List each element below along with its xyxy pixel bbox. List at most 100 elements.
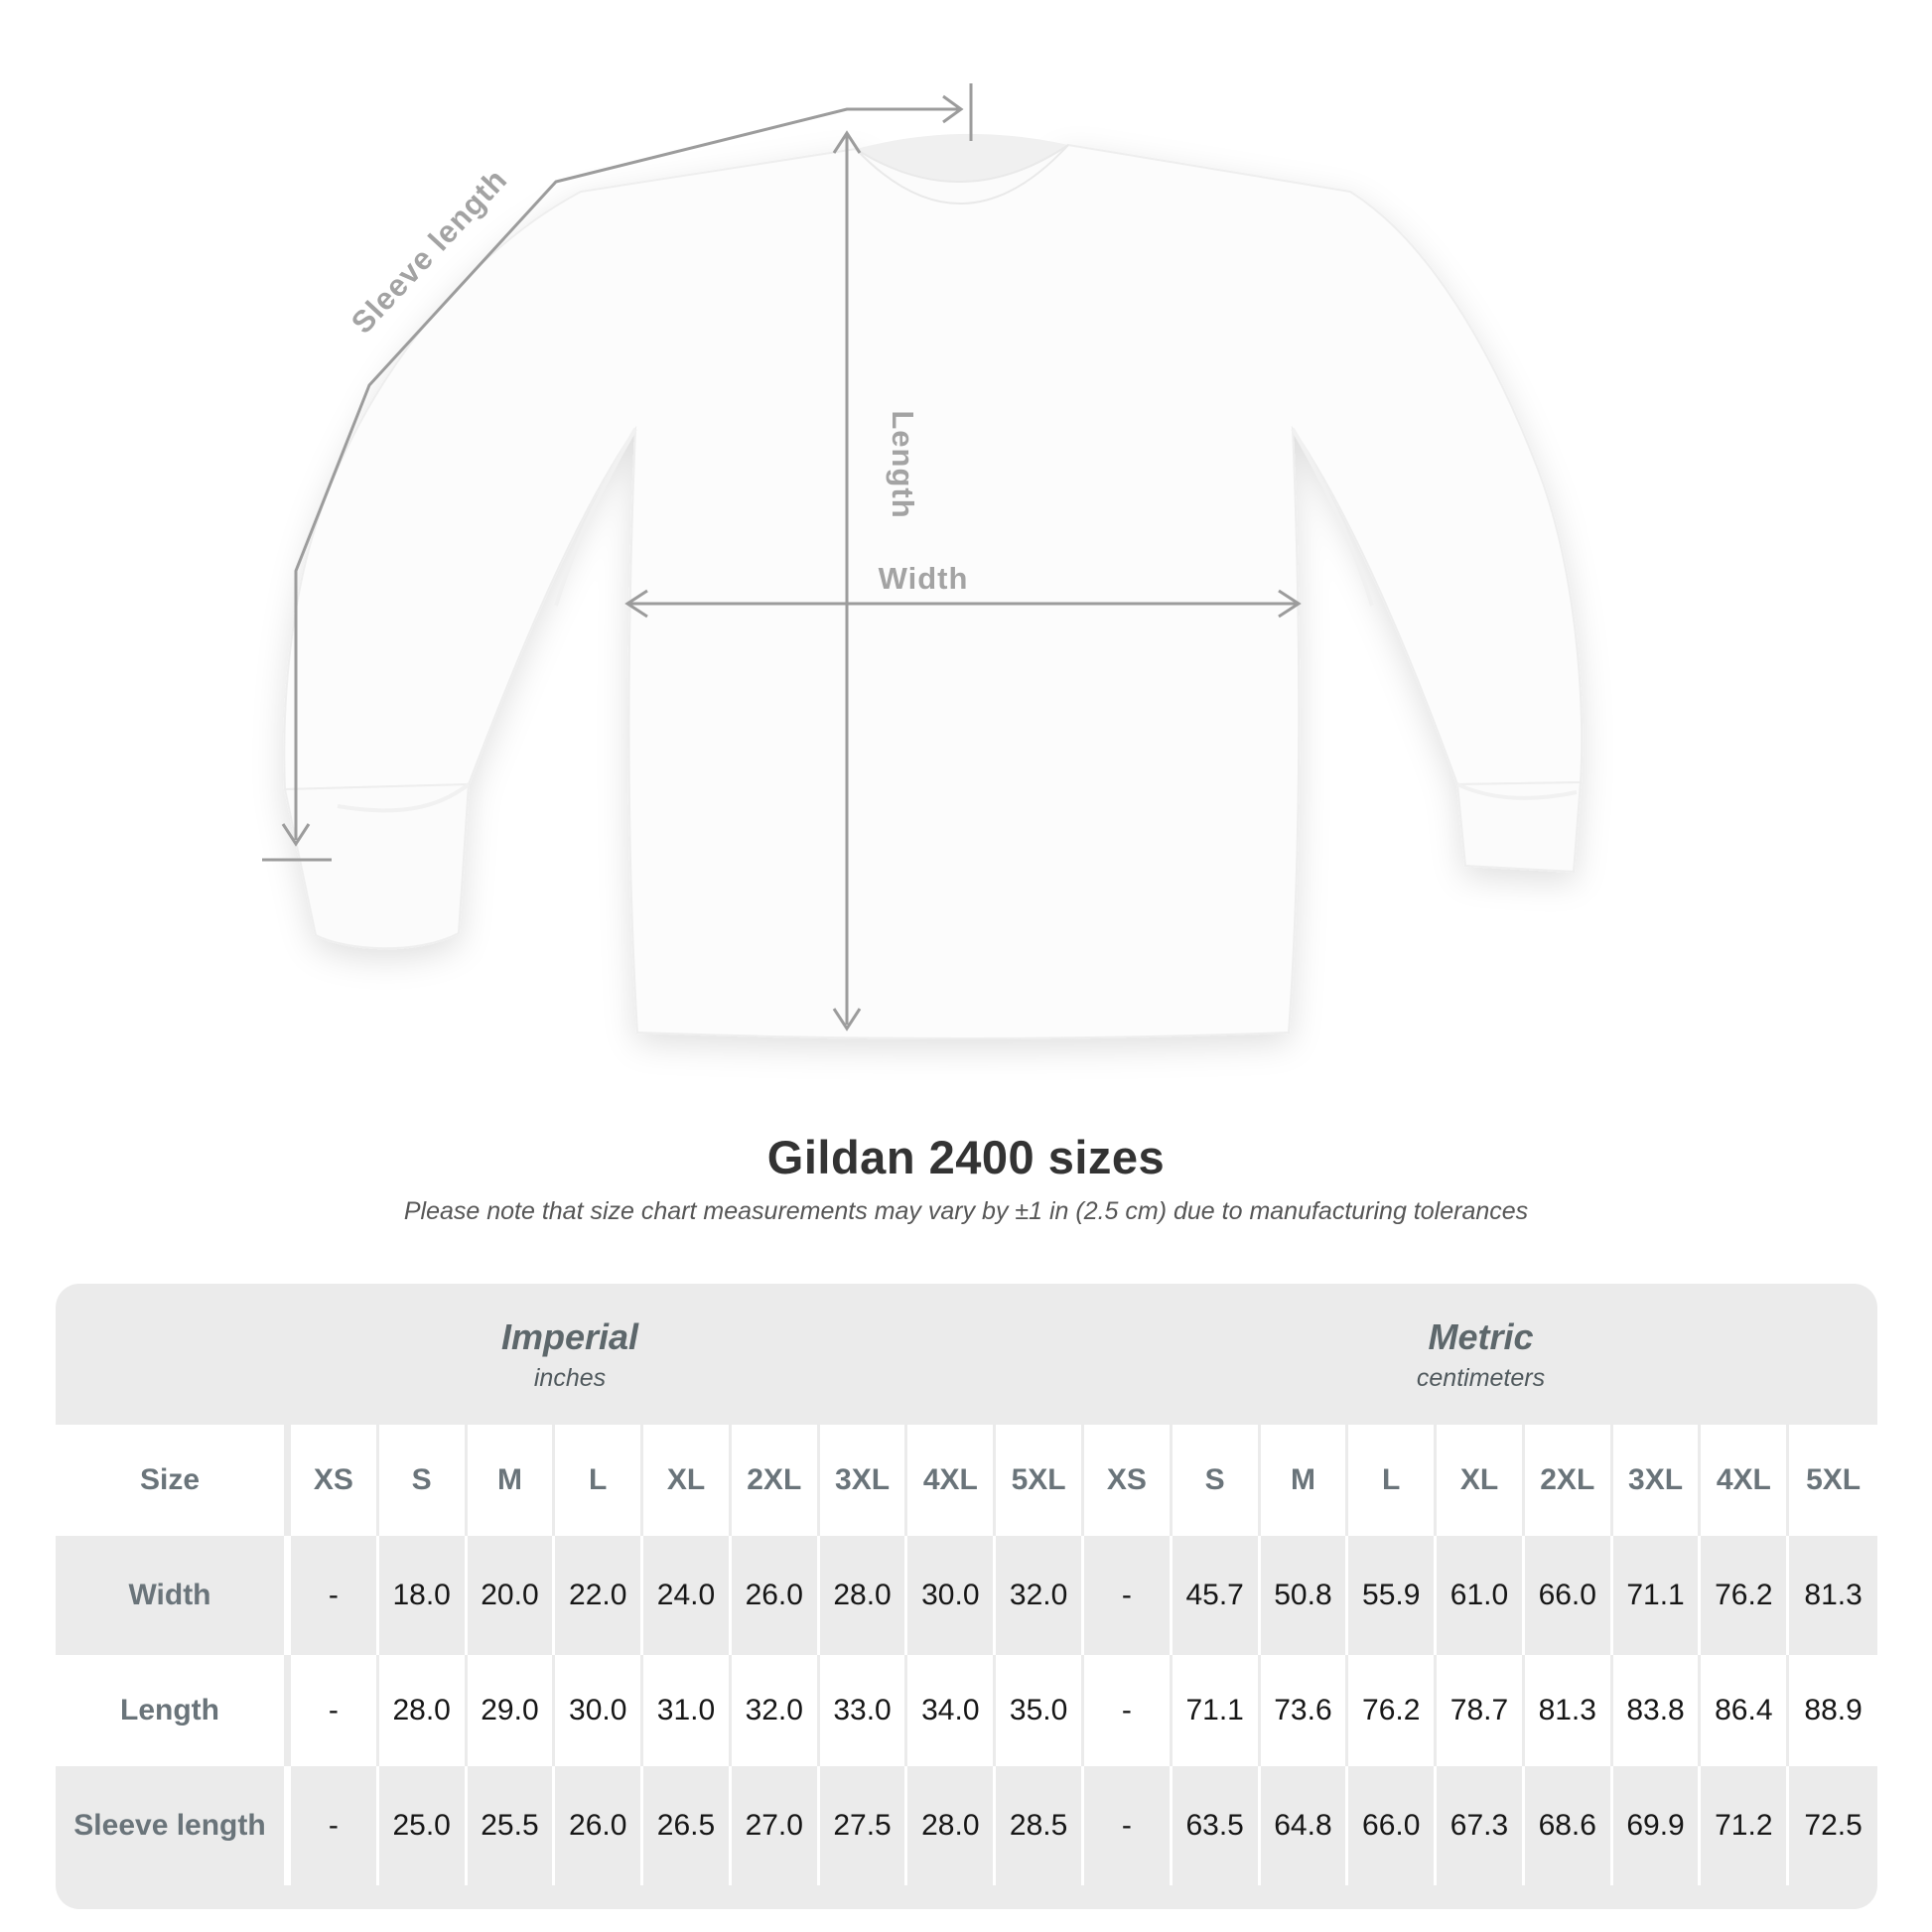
- value-cell: 34.0: [907, 1655, 997, 1766]
- value-cell: 81.3: [1804, 1579, 1863, 1611]
- value-cell: 26.0: [732, 1536, 820, 1655]
- size-header-cell: XL: [1437, 1425, 1525, 1536]
- value-cell: 33.0: [820, 1655, 908, 1766]
- value-cell: 50.8: [1261, 1536, 1349, 1655]
- value-cell: 35.0: [996, 1655, 1084, 1766]
- size-header-cell: M: [1261, 1425, 1349, 1536]
- size-header-cell: L: [1348, 1425, 1438, 1536]
- value-cell: 83.8: [1613, 1655, 1702, 1766]
- value-cell: -: [1084, 1766, 1173, 1885]
- length-label: Length: [886, 410, 920, 518]
- size-header-cell: XS: [291, 1425, 379, 1536]
- metric-subtitle: centimeters: [1416, 1363, 1546, 1392]
- value-cell: 81.3: [1525, 1655, 1613, 1766]
- size-header-cell: XS: [1084, 1425, 1173, 1536]
- fabric-creases: [337, 427, 1578, 813]
- value-cell: 63.5: [1173, 1766, 1261, 1885]
- value-cell: 71.2: [1701, 1766, 1790, 1885]
- collar: [855, 133, 1069, 205]
- value-cell: 72.5: [1804, 1809, 1863, 1842]
- value-cell: 64.8: [1261, 1766, 1349, 1885]
- value-cell: 30.0: [555, 1655, 644, 1766]
- value-cell: 30.0: [907, 1536, 997, 1655]
- value-cell: -: [291, 1766, 379, 1885]
- value-cell: 18.0: [379, 1536, 468, 1655]
- value-cell: 55.9: [1348, 1536, 1438, 1655]
- value-cell: 26.0: [555, 1766, 644, 1885]
- size-header-cell: S: [379, 1425, 468, 1536]
- table-row: Length -28.0 29.0 30.0 31.0 32.0 33.0 34.0 35.0-…: [56, 1655, 1877, 1766]
- value-cell: 31.0: [643, 1655, 732, 1766]
- right-cuff: [1455, 780, 1583, 874]
- table-row: Sleeve length -25.0 25.5 26.0 26.5 27.0 27.5 28…: [56, 1766, 1877, 1885]
- width-label: Width: [879, 561, 969, 596]
- value-cell: 78.7: [1437, 1655, 1525, 1766]
- value-cell: 45.7: [1173, 1536, 1261, 1655]
- imperial-title: Imperial: [500, 1315, 639, 1357]
- value-cell: 25.0: [379, 1766, 468, 1885]
- size-header-cell: 3XL: [820, 1425, 908, 1536]
- value-cell: 28.5: [996, 1766, 1084, 1885]
- value-cell: 68.6: [1525, 1766, 1613, 1885]
- value-cell: 69.9: [1613, 1766, 1702, 1885]
- size-header-cell: 5XL: [1806, 1463, 1862, 1496]
- width-measure-line: Width: [624, 561, 1302, 619]
- value-cell: 67.3: [1437, 1766, 1525, 1885]
- value-cell: 61.0: [1437, 1536, 1525, 1655]
- value-cell: 27.0: [732, 1766, 820, 1885]
- value-cell: 66.0: [1525, 1536, 1613, 1655]
- imperial-subtitle: inches: [533, 1363, 607, 1392]
- value-cell: 76.2: [1701, 1536, 1790, 1655]
- metric-title: Metric: [1428, 1315, 1534, 1357]
- shirt-graphic: Sleeve length Length Width: [262, 83, 1584, 1039]
- value-cell: 25.5: [468, 1766, 556, 1885]
- value-cell: 71.1: [1173, 1655, 1261, 1766]
- value-cell: -: [1084, 1536, 1173, 1655]
- size-header-row: Size XS S M L XL 2XL 3XL 4XL 5XL XS S M L XL 2XL 3XL 4XL 5…: [56, 1425, 1877, 1536]
- value-cell: 24.0: [643, 1536, 732, 1655]
- value-cell: 32.0: [996, 1536, 1084, 1655]
- page-title: Gildan 2400 sizes: [766, 1131, 1166, 1183]
- shirt-diagram: Sleeve length Length Width: [262, 83, 1584, 1039]
- left-cuff: [283, 782, 471, 950]
- row-label: Length: [56, 1655, 291, 1766]
- value-cell: 32.0: [732, 1655, 820, 1766]
- size-header-cell: M: [468, 1425, 556, 1536]
- unit-group-header-row: Imperial inches Metric centimeters: [56, 1284, 1877, 1425]
- value-cell: 20.0: [468, 1536, 556, 1655]
- size-table: Imperial inches Metric centimeters Size X…: [56, 1284, 1877, 1909]
- value-cell: 76.2: [1348, 1655, 1438, 1766]
- table-row: Width -18.0 20.0 22.0 24.0 26.0 28.0 30.0 32.0-4…: [56, 1536, 1877, 1655]
- row-label: Width: [56, 1536, 291, 1655]
- value-cell: 28.0: [907, 1766, 997, 1885]
- value-cell: 66.0: [1348, 1766, 1438, 1885]
- size-header-cell: 3XL: [1613, 1425, 1702, 1536]
- size-table-grid: Size XS S M L XL 2XL 3XL 4XL 5XL XS S M L XL 2XL 3XL 4XL 5…: [56, 1425, 1877, 1885]
- size-header-cell: 4XL: [1701, 1425, 1790, 1536]
- shirt-silhouette: [283, 143, 1584, 1039]
- value-cell: 28.0: [379, 1655, 468, 1766]
- size-header-cell: 2XL: [732, 1425, 820, 1536]
- metric-group-header: Metric centimeters: [1084, 1284, 1877, 1425]
- value-cell: 28.0: [820, 1536, 908, 1655]
- size-column-label: Size: [56, 1425, 291, 1536]
- imperial-group-header: Imperial inches: [56, 1284, 1084, 1425]
- size-header-cell: XL: [643, 1425, 732, 1536]
- size-header-cell: S: [1173, 1425, 1261, 1536]
- value-cell: 71.1: [1613, 1536, 1702, 1655]
- value-cell: -: [1084, 1655, 1173, 1766]
- value-cell: 26.5: [643, 1766, 732, 1885]
- row-label: Sleeve length: [56, 1766, 291, 1885]
- size-header-cell: 5XL: [996, 1425, 1084, 1536]
- length-measure-line: Length: [832, 130, 920, 1032]
- value-cell: 22.0: [555, 1536, 644, 1655]
- value-cell: 88.9: [1804, 1694, 1863, 1726]
- value-cell: 27.5: [820, 1766, 908, 1885]
- size-header-cell: 4XL: [907, 1425, 997, 1536]
- value-cell: 73.6: [1261, 1655, 1349, 1766]
- size-header-cell: 2XL: [1525, 1425, 1613, 1536]
- value-cell: 86.4: [1701, 1655, 1790, 1766]
- value-cell: 29.0: [468, 1655, 556, 1766]
- size-header-cell: L: [555, 1425, 644, 1536]
